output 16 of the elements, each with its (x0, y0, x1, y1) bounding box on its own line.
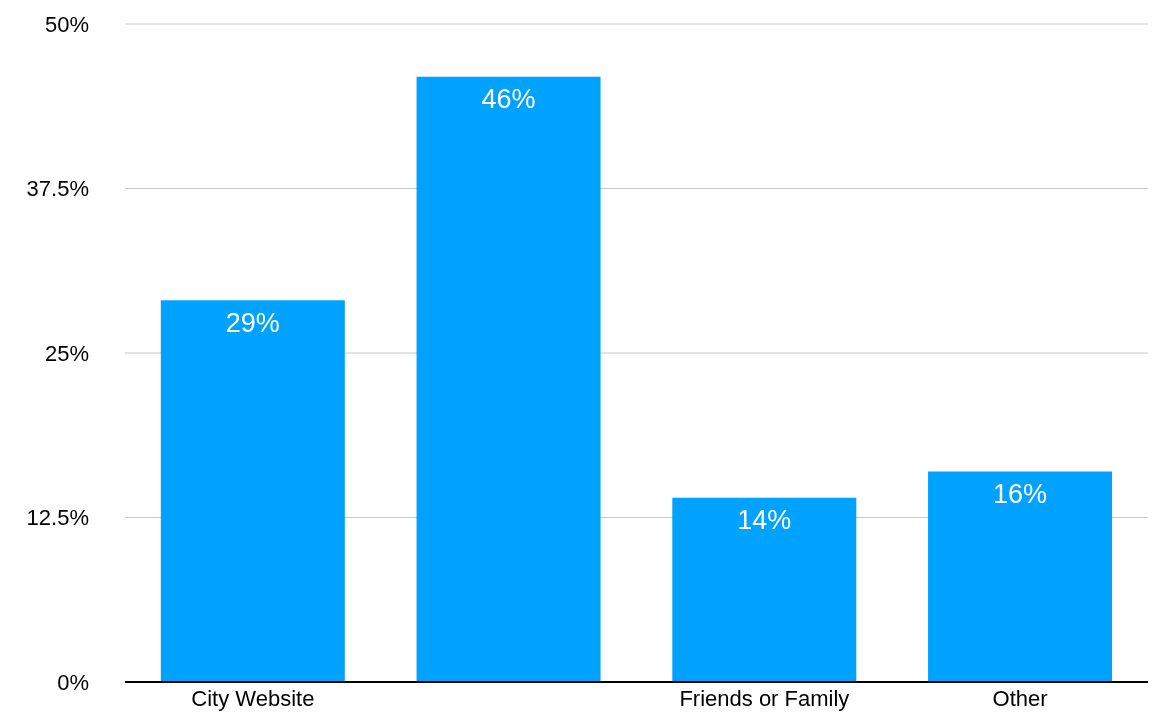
y-tick-label: 25% (44, 340, 89, 366)
data-label: 29% (225, 307, 280, 338)
data-label: 14% (737, 504, 792, 535)
y-tick-label: 37.5% (26, 176, 89, 202)
bar (928, 471, 1113, 682)
bar (416, 76, 601, 682)
y-tick-label: 0% (57, 669, 89, 695)
y-tick-label: 12.5% (26, 505, 89, 531)
data-label: 46% (481, 83, 536, 114)
x-tick-label: Friends or Family (679, 685, 850, 711)
x-tick-label: Other (992, 685, 1048, 711)
data-label: 16% (993, 478, 1048, 509)
x-tick-label: City Website (191, 685, 315, 711)
y-tick-label: 50% (44, 11, 89, 37)
bar (160, 300, 345, 682)
bar (672, 497, 857, 682)
